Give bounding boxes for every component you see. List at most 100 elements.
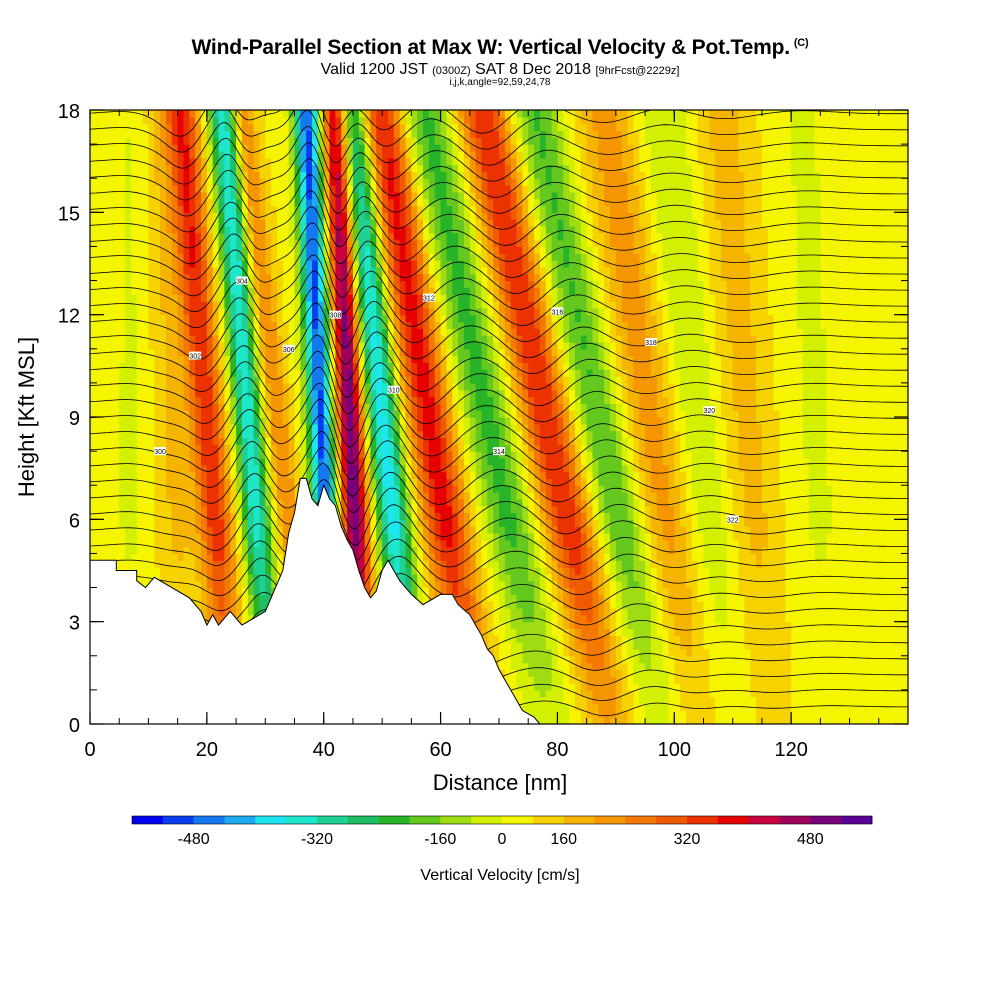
velocity-cell xyxy=(615,546,623,555)
velocity-cell xyxy=(95,546,103,555)
velocity-cell xyxy=(352,478,360,486)
velocity-cell xyxy=(715,676,722,684)
velocity-cell xyxy=(101,539,109,548)
velocity-cell xyxy=(142,546,150,555)
velocity-cell xyxy=(370,539,377,548)
velocity-cell xyxy=(814,519,821,527)
velocity-cell xyxy=(557,546,564,555)
velocity-cell xyxy=(352,546,360,555)
velocity-cell xyxy=(446,567,453,575)
velocity-cell xyxy=(703,505,710,514)
velocity-cell xyxy=(604,642,611,650)
velocity-cell xyxy=(376,567,383,575)
velocity-cell xyxy=(224,546,231,555)
velocity-cell xyxy=(458,567,465,575)
velocity-cell xyxy=(627,532,634,541)
velocity-cell xyxy=(785,594,792,602)
velocity-cell xyxy=(884,683,892,691)
velocity-cell xyxy=(662,662,670,671)
velocity-cell xyxy=(738,587,745,595)
velocity-cell xyxy=(674,717,681,724)
velocity-cell xyxy=(545,614,553,623)
velocity-cell xyxy=(709,696,716,705)
velocity-cell xyxy=(574,689,582,698)
velocity-cell xyxy=(563,553,570,561)
velocity-cell xyxy=(633,689,640,698)
velocity-cell xyxy=(855,635,862,643)
velocity-cell xyxy=(440,505,448,514)
velocity-cell xyxy=(130,526,138,534)
velocity-cell xyxy=(791,498,798,507)
velocity-cell xyxy=(691,662,699,671)
velocity-cell xyxy=(598,553,605,561)
velocity-cell xyxy=(791,628,798,636)
velocity-cell xyxy=(428,560,436,568)
velocity-cell xyxy=(832,560,839,568)
velocity-cell xyxy=(434,553,442,561)
velocity-cell xyxy=(347,478,354,486)
velocity-cell xyxy=(656,621,664,630)
velocity-cell xyxy=(125,498,132,507)
velocity-cell xyxy=(341,519,348,527)
velocity-cell xyxy=(732,662,740,671)
velocity-cell xyxy=(703,601,710,609)
velocity-cell xyxy=(563,532,570,541)
velocity-cell xyxy=(195,478,202,486)
velocity-cell xyxy=(615,710,623,718)
velocity-cell xyxy=(428,546,436,555)
velocity-cell xyxy=(878,696,886,705)
velocity-cell xyxy=(855,546,862,555)
velocity-cell xyxy=(662,587,670,595)
velocity-cell xyxy=(411,526,418,534)
velocity-cell xyxy=(271,512,278,520)
velocity-cell xyxy=(732,498,740,507)
velocity-cell xyxy=(160,546,167,555)
velocity-cell xyxy=(709,594,716,602)
velocity-cell xyxy=(592,492,599,500)
velocity-cell xyxy=(487,601,494,609)
velocity-cell xyxy=(452,512,459,520)
velocity-cell xyxy=(557,614,564,623)
velocity-cell xyxy=(761,560,769,568)
velocity-cell xyxy=(487,532,494,541)
velocity-cell xyxy=(177,519,185,527)
velocity-cell xyxy=(715,621,722,630)
velocity-cell xyxy=(212,601,220,609)
velocity-cell xyxy=(814,696,821,705)
velocity-cell xyxy=(639,608,646,616)
velocity-cell xyxy=(510,676,518,684)
velocity-cell xyxy=(633,546,640,555)
velocity-cell xyxy=(832,573,839,582)
velocity-cell xyxy=(861,485,868,493)
velocity-cell xyxy=(808,689,816,698)
velocity-cell xyxy=(820,560,827,568)
velocity-cell xyxy=(545,717,553,724)
velocity-cell xyxy=(732,587,740,595)
velocity-cell xyxy=(569,567,576,575)
velocity-cell xyxy=(592,498,599,507)
velocity-cell xyxy=(697,717,705,724)
velocity-cell xyxy=(779,519,786,527)
velocity-cell xyxy=(896,683,903,691)
velocity-cell xyxy=(703,546,710,555)
velocity-cell xyxy=(183,587,190,595)
velocity-cell xyxy=(574,519,582,527)
velocity-cell xyxy=(504,526,512,534)
velocity-cell xyxy=(569,492,576,500)
velocity-cell xyxy=(463,492,471,500)
velocity-cell xyxy=(574,669,582,677)
velocity-cell xyxy=(802,614,810,623)
velocity-cell xyxy=(861,717,868,724)
velocity-cell xyxy=(633,628,640,636)
velocity-cell xyxy=(890,683,897,691)
velocity-cell xyxy=(621,601,629,609)
velocity-cell xyxy=(452,553,459,561)
velocity-cell xyxy=(703,669,710,677)
velocity-cell xyxy=(598,703,605,711)
velocity-cell xyxy=(867,485,874,493)
velocity-cell xyxy=(732,621,740,630)
velocity-cell xyxy=(610,560,617,568)
velocity-cell xyxy=(282,478,290,486)
velocity-cell xyxy=(703,689,710,698)
velocity-cell xyxy=(668,505,675,514)
